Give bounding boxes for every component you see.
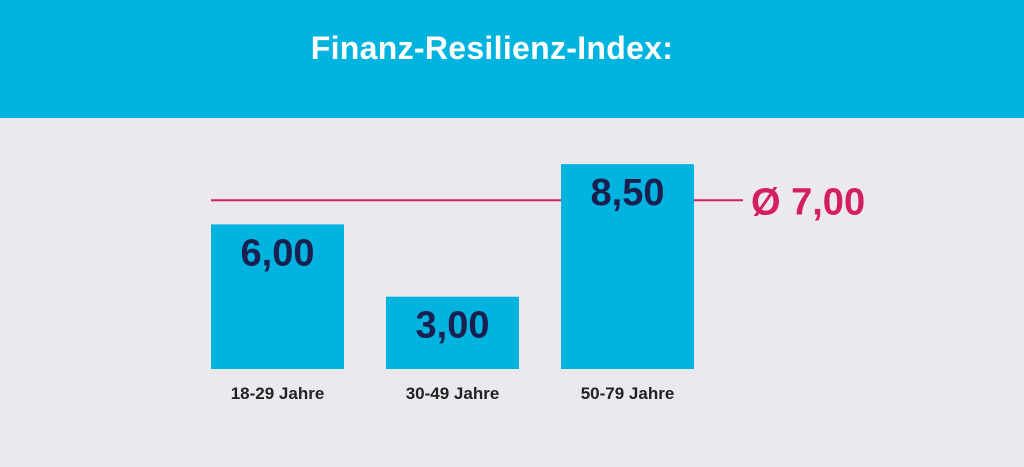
- bar: [211, 224, 344, 369]
- category-label: 18-29 Jahre: [231, 384, 325, 403]
- chart-title: Finanz-Resilienz-Index:: [310, 30, 674, 66]
- header-banner: Finanz-Resilienz-Index:: [0, 0, 1024, 118]
- category-label: 30-49 Jahre: [406, 384, 500, 403]
- category-label: 50-79 Jahre: [581, 384, 675, 403]
- bar: [561, 164, 694, 369]
- bar-value-label: 8,50: [591, 172, 665, 214]
- bar-value-label: 3,00: [416, 305, 490, 347]
- bar-value-label: 6,00: [241, 232, 315, 274]
- average-label: Ø 7,00: [751, 181, 865, 223]
- bar: [386, 296, 519, 369]
